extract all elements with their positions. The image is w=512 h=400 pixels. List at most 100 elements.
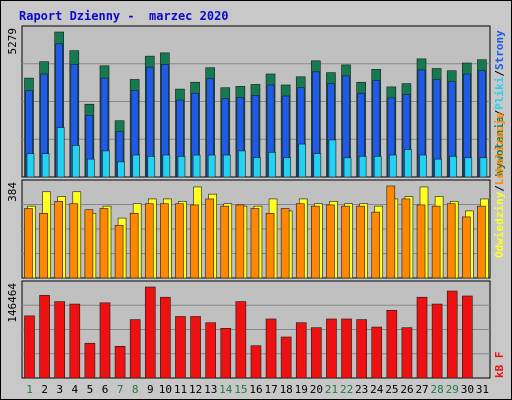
axis-max-label-kb: 146464 bbox=[6, 283, 19, 323]
x-tick-label-day-17: 17 bbox=[264, 383, 277, 396]
bar-hits-s2-day-15 bbox=[238, 150, 246, 178]
bar-visits-s0-day-6 bbox=[99, 208, 109, 279]
bar-visits-s0-day-12 bbox=[190, 204, 199, 279]
bar-visits-s0-day-26 bbox=[401, 198, 411, 279]
bar-hits-s2-day-19 bbox=[298, 143, 307, 178]
x-tick-label-day-2: 2 bbox=[41, 383, 48, 396]
bar-hits-s2-day-5 bbox=[87, 158, 95, 178]
x-tick-label-day-4: 4 bbox=[72, 383, 79, 396]
bar-hits-s2-day-29 bbox=[449, 156, 458, 178]
bar-visits-s0-day-23 bbox=[356, 205, 365, 279]
bar-kb-day-12 bbox=[190, 316, 201, 379]
bar-hits-s2-day-30 bbox=[464, 157, 473, 178]
bar-visits-s0-day-15 bbox=[235, 204, 245, 279]
bar-hits-s2-day-3 bbox=[56, 127, 65, 178]
bar-visits-s0-day-28 bbox=[431, 205, 441, 279]
bar-visits-s0-day-16 bbox=[250, 208, 260, 279]
bar-hits-s2-day-8 bbox=[132, 154, 140, 178]
bar-visits-s0-day-31 bbox=[477, 205, 486, 279]
legend-visits-entry-0: Odwiedziny bbox=[493, 191, 506, 258]
x-tick-label-day-23: 23 bbox=[355, 383, 368, 396]
bar-hits-s2-day-7 bbox=[117, 161, 125, 178]
axis-max-label-hits: 5279 bbox=[6, 28, 19, 55]
legend-kb-entry-0: kB F bbox=[493, 352, 506, 379]
bar-visits-s0-day-21 bbox=[326, 204, 335, 279]
bar-kb-day-26 bbox=[401, 327, 413, 379]
bar-kb-day-14 bbox=[220, 327, 232, 379]
x-tick-label-day-5: 5 bbox=[87, 383, 94, 396]
x-tick-label-day-24: 24 bbox=[370, 383, 384, 396]
x-tick-label-day-3: 3 bbox=[56, 383, 63, 396]
legend-hits-entry-1: / bbox=[493, 109, 506, 116]
bar-hits-s2-day-16 bbox=[253, 157, 261, 178]
bar-visits-s0-day-25 bbox=[386, 185, 396, 279]
bar-visits-s0-day-19 bbox=[295, 203, 305, 279]
bar-visits-s0-day-4 bbox=[69, 203, 79, 279]
bar-visits-s0-day-3 bbox=[54, 201, 63, 279]
bar-kb-day-9 bbox=[144, 286, 156, 379]
bar-hits-s2-day-14 bbox=[222, 154, 231, 178]
legend-hits-entry-3: / bbox=[493, 70, 506, 77]
x-tick-label-day-11: 11 bbox=[174, 383, 187, 396]
x-tick-label-day-16: 16 bbox=[249, 383, 262, 396]
bar-visits-s0-day-20 bbox=[311, 205, 320, 279]
x-tick-label-day-25: 25 bbox=[385, 383, 398, 396]
bar-hits-s2-day-28 bbox=[434, 158, 442, 178]
bar-visits-s0-day-17 bbox=[265, 213, 275, 279]
x-tick-label-day-22: 22 bbox=[340, 383, 353, 396]
legend-visits: Odwiedziny/Lokalizacje bbox=[493, 112, 506, 258]
bar-kb-day-15 bbox=[235, 301, 247, 379]
bar-hits-s2-day-10 bbox=[162, 154, 171, 178]
bar-hits-s2-day-25 bbox=[389, 154, 397, 178]
legend-hits-entry-2: Pliki bbox=[493, 76, 506, 109]
bar-hits-s2-day-6 bbox=[102, 150, 110, 178]
bar-kb-day-16 bbox=[250, 345, 262, 379]
x-tick-label-day-20: 20 bbox=[310, 383, 323, 396]
x-tick-label-day-7: 7 bbox=[117, 383, 124, 396]
bar-kb-day-4 bbox=[69, 303, 81, 379]
bar-kb-day-17 bbox=[265, 318, 277, 379]
bar-hits-s2-day-2 bbox=[41, 153, 50, 178]
bar-visits-s0-day-9 bbox=[144, 203, 154, 279]
x-tick-label-day-9: 9 bbox=[147, 383, 154, 396]
x-tick-label-day-19: 19 bbox=[295, 383, 308, 396]
bar-kb-day-22 bbox=[341, 318, 352, 379]
bar-kb-day-24 bbox=[371, 326, 383, 379]
x-tick-label-day-12: 12 bbox=[189, 383, 202, 396]
bar-visits-s0-day-14 bbox=[220, 205, 230, 279]
bar-kb-day-23 bbox=[356, 319, 367, 379]
bar-kb-day-25 bbox=[386, 309, 398, 379]
bar-hits-s2-day-12 bbox=[192, 154, 201, 178]
bar-hits-s2-day-13 bbox=[207, 154, 216, 178]
x-tick-label-day-31: 31 bbox=[476, 383, 489, 396]
bar-visits-s0-day-27 bbox=[416, 204, 426, 279]
bar-visits-s0-day-10 bbox=[160, 203, 169, 279]
bar-hits-s2-day-1 bbox=[26, 153, 35, 178]
bar-kb-day-13 bbox=[205, 322, 216, 379]
panel-kb: 146464 bbox=[6, 280, 491, 379]
bar-hits-s2-day-11 bbox=[177, 156, 186, 178]
bar-kb-day-30 bbox=[462, 295, 473, 379]
bar-kb-day-20 bbox=[311, 327, 322, 379]
x-tick-label-day-29: 29 bbox=[446, 383, 459, 396]
legend-hits: Wywołania/Pliki/Strony bbox=[493, 30, 506, 176]
bar-hits-s2-day-21 bbox=[328, 139, 337, 178]
bar-visits-s0-day-8 bbox=[129, 213, 139, 279]
bar-hits-s2-day-27 bbox=[419, 154, 427, 178]
bar-visits-s0-day-7 bbox=[114, 224, 124, 279]
bar-visits-s0-day-30 bbox=[462, 216, 471, 279]
bar-hits-s2-day-18 bbox=[283, 157, 291, 178]
legend-hits-entry-4: Strony bbox=[493, 30, 506, 70]
chart-title: Raport Dzienny - marzec 2020 bbox=[19, 9, 229, 23]
bar-kb-day-10 bbox=[160, 296, 171, 379]
bar-visits-s0-day-13 bbox=[205, 198, 214, 279]
bar-visits-s0-day-11 bbox=[175, 203, 184, 279]
bar-kb-day-3 bbox=[54, 301, 65, 379]
x-tick-label-day-18: 18 bbox=[280, 383, 293, 396]
bar-hits-s2-day-23 bbox=[358, 156, 367, 178]
bar-hits-s2-day-20 bbox=[313, 153, 322, 178]
bar-visits-s0-day-1 bbox=[24, 208, 33, 279]
bar-kb-day-21 bbox=[326, 318, 337, 379]
bar-kb-day-27 bbox=[416, 296, 428, 379]
bar-visits-s0-day-2 bbox=[39, 213, 48, 279]
